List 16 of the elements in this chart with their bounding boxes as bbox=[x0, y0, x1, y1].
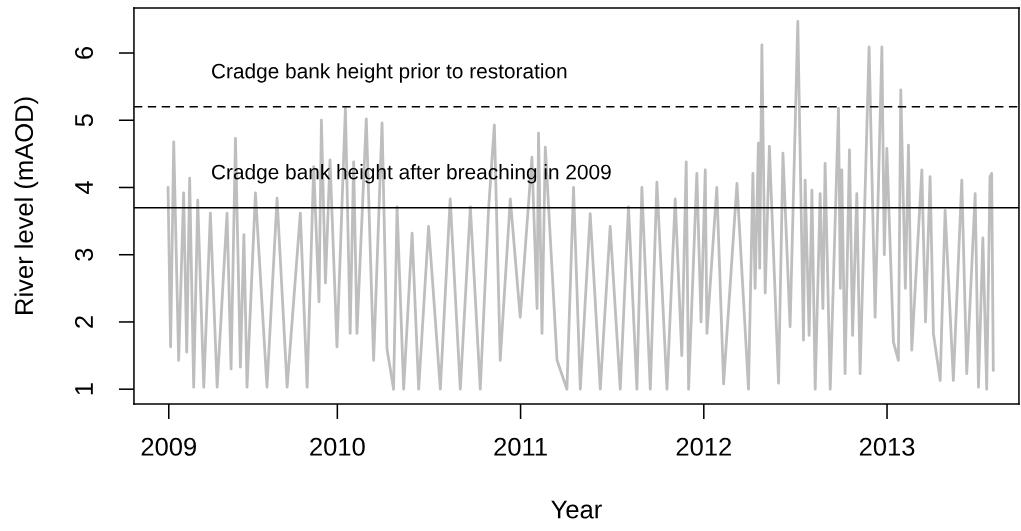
y-tick-label: 3 bbox=[74, 248, 94, 261]
x-tick-label: 2009 bbox=[141, 437, 196, 456]
x-tick-label: 2013 bbox=[859, 437, 915, 456]
x-tick-label: 2010 bbox=[310, 437, 365, 456]
y-axis-title: River level (mAOD) bbox=[14, 97, 39, 314]
y-tick-label: 2 bbox=[74, 316, 93, 328]
ref-line-label: Cradge bank height after breaching in 2009 bbox=[212, 164, 611, 184]
x-tick-label: 2011 bbox=[494, 437, 547, 456]
line-series bbox=[166, 20, 995, 391]
y-tick-label: 4 bbox=[75, 181, 93, 194]
y-tick-label: 6 bbox=[74, 47, 94, 59]
x-axis-title: Year bbox=[551, 500, 602, 519]
y-tick-label: 5 bbox=[75, 114, 94, 127]
y-tick-label: 1 bbox=[75, 383, 93, 395]
ref-line-label: Cradge bank height prior to restoration bbox=[212, 63, 567, 83]
x-tick-label: 2012 bbox=[676, 437, 731, 456]
